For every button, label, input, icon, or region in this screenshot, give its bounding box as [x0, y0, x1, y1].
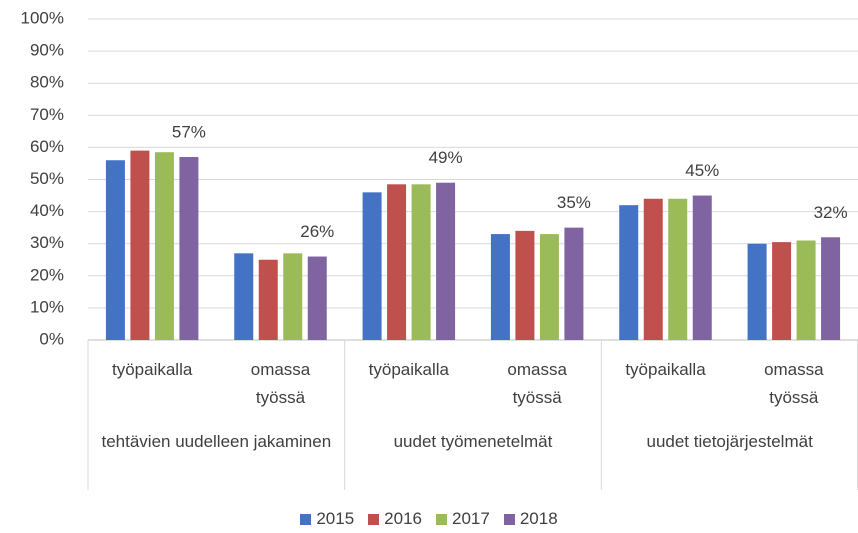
y-tick-label: 60% [30, 137, 64, 156]
bar [387, 184, 407, 340]
x-tick-label: työpaikalla [111, 360, 193, 379]
bar [490, 234, 510, 340]
data-label: 35% [557, 193, 591, 212]
bar [105, 160, 125, 340]
group-label: tehtävien uudelleen jakaminen [101, 432, 332, 451]
legend-item: 2016 [368, 509, 422, 529]
bar [436, 182, 456, 340]
bar [283, 253, 303, 340]
legend-swatch [368, 513, 380, 525]
group-label: uudet tietojärjestelmät [646, 432, 813, 451]
x-tick-label: omassa työssä [764, 360, 824, 407]
bar [643, 198, 663, 340]
group-label: uudet työmenetelmät [393, 432, 553, 451]
legend-label: 2018 [519, 509, 558, 528]
bar [772, 242, 792, 340]
bar [668, 198, 688, 340]
bar [234, 253, 254, 340]
data-label: 57% [172, 123, 206, 142]
legend-label: 2016 [384, 509, 422, 528]
legend: 2015 2016 2017 2018 [0, 509, 858, 529]
y-tick-label: 30% [30, 233, 64, 252]
data-label: 49% [429, 148, 463, 167]
data-label: 45% [685, 161, 719, 180]
bar [179, 157, 199, 340]
legend-swatch [436, 513, 447, 525]
bar [307, 256, 327, 340]
bar [362, 192, 382, 340]
bar [258, 259, 278, 340]
bar [515, 230, 535, 340]
y-tick-label: 80% [30, 73, 64, 92]
legend-swatch [300, 513, 312, 525]
bar [747, 243, 767, 340]
y-tick-label: 100% [21, 8, 64, 27]
legend-label: 2015 [316, 509, 355, 528]
x-tick-label: omassa työssä [250, 360, 311, 407]
bar [821, 237, 841, 340]
legend-item: 2017 [436, 509, 490, 529]
y-tick-label: 20% [30, 265, 64, 284]
legend-item: 2018 [503, 509, 558, 529]
y-tick-label: 0% [39, 329, 64, 348]
bar [619, 205, 639, 340]
legend-label: 2017 [452, 509, 490, 528]
bar [130, 150, 150, 340]
y-tick-label: 70% [30, 105, 64, 124]
x-tick-label: työpaikalla [368, 360, 449, 379]
x-tick-label: omassa työssä [507, 360, 567, 407]
legend-item: 2015 [300, 509, 354, 529]
y-tick-label: 40% [30, 201, 64, 220]
x-tick-label: työpaikalla [625, 360, 706, 379]
y-tick-label: 90% [30, 41, 64, 60]
bar [692, 195, 712, 340]
bar [154, 152, 174, 340]
data-label: 32% [814, 203, 848, 222]
bar [539, 234, 559, 340]
bar [411, 184, 431, 340]
legend-swatch [503, 513, 515, 525]
y-tick-label: 10% [30, 297, 64, 316]
bar [564, 227, 584, 340]
y-tick-label: 50% [30, 169, 64, 188]
data-label: 26% [300, 222, 334, 241]
bar [796, 240, 816, 340]
